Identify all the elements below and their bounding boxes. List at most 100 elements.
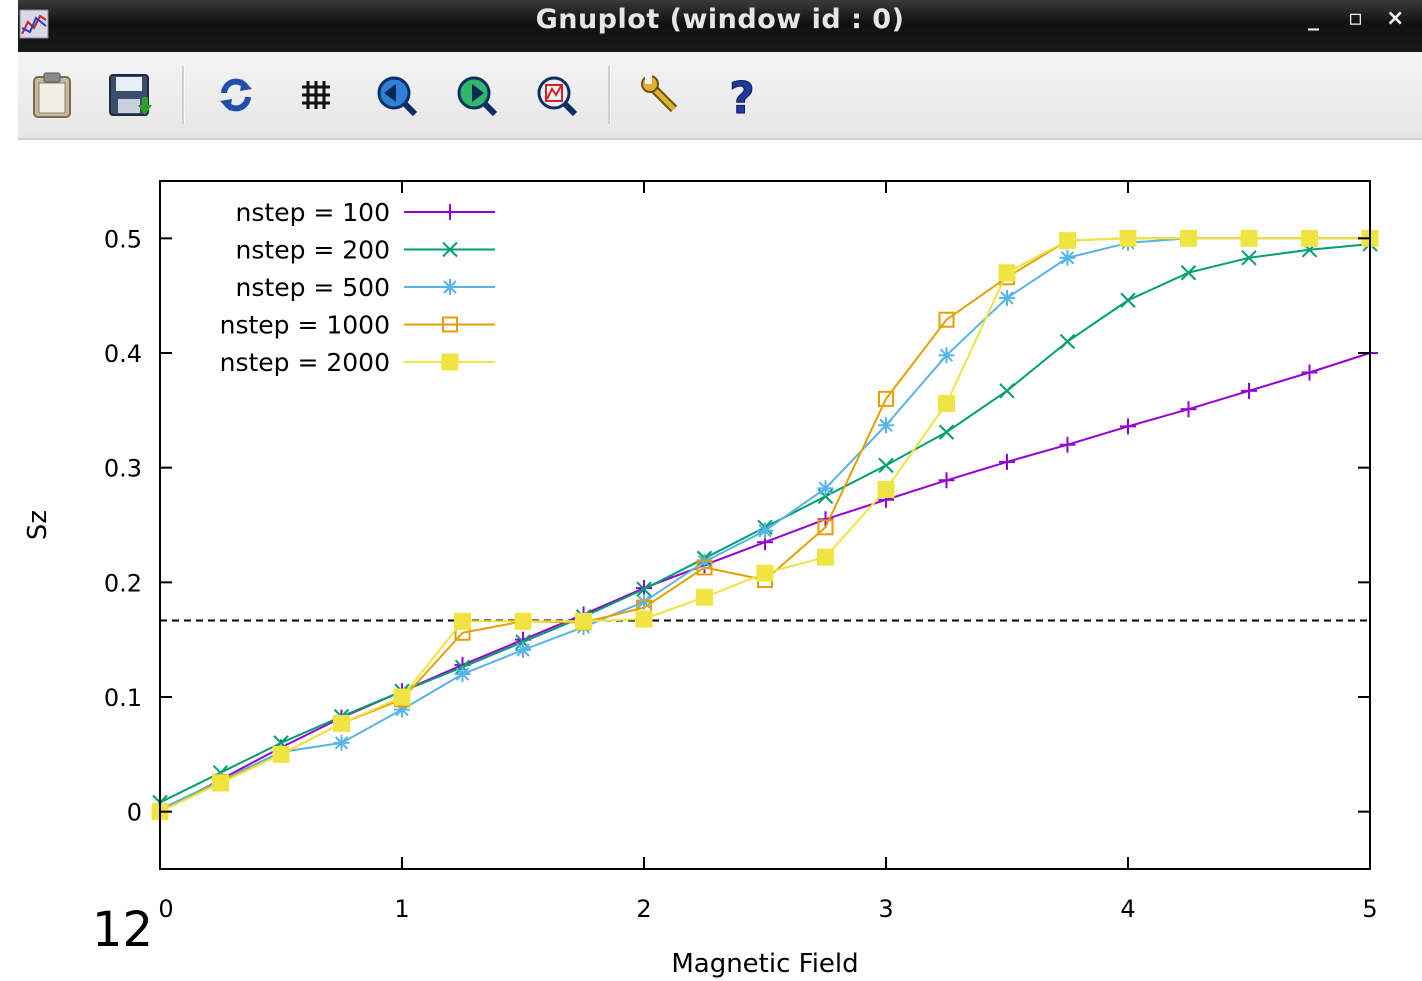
- data-point: [877, 480, 895, 498]
- autoscale-button[interactable]: [530, 69, 582, 121]
- y-tick-label: 0.2: [104, 569, 142, 597]
- close-button[interactable]: ×: [1386, 6, 1405, 31]
- legend-label: nstep = 500: [236, 273, 390, 302]
- copy-to-clipboard-button[interactable]: [26, 69, 78, 121]
- data-point: [696, 588, 713, 606]
- window-titlebar: Gnuplot (window id : 0) _ ▫ ×: [18, 0, 1422, 52]
- data-point: [635, 610, 653, 628]
- data-point: [1059, 249, 1076, 266]
- clipboard-icon: [33, 72, 71, 118]
- y-tick-label: 0.4: [104, 340, 142, 368]
- svg-text:?: ?: [729, 73, 755, 121]
- data-point: [636, 581, 652, 597]
- data-point: [575, 612, 592, 630]
- data-point: [878, 457, 894, 474]
- legend-marker: [442, 241, 458, 258]
- zoom-next-button[interactable]: [450, 69, 502, 121]
- y-tick-label: 0.5: [104, 225, 142, 253]
- data-point: [1301, 229, 1318, 247]
- zoom-previous-icon: [377, 76, 418, 117]
- maximize-button[interactable]: ▫: [1348, 6, 1363, 31]
- data-point: [938, 472, 955, 489]
- data-point: [817, 519, 834, 536]
- legend-marker: [441, 353, 459, 371]
- window-title: Gnuplot (window id : 0): [535, 4, 905, 35]
- autoscale-icon: [537, 76, 578, 117]
- data-point: [756, 564, 774, 582]
- data-point: [393, 688, 411, 706]
- data-point: [1059, 333, 1076, 350]
- x-tick-label: 2: [636, 895, 651, 923]
- minimize-button[interactable]: _: [1308, 6, 1319, 31]
- data-point: [757, 522, 773, 539]
- replot-icon: [220, 78, 252, 112]
- data-point: [1120, 292, 1136, 308]
- data-point: [1301, 364, 1318, 381]
- data-point: [333, 714, 350, 732]
- data-point: [514, 612, 532, 630]
- data-point: [938, 424, 955, 440]
- replot-button[interactable]: [210, 69, 262, 121]
- data-point: [1240, 229, 1258, 247]
- settings-wrench-icon: [641, 75, 678, 113]
- data-point: [817, 480, 834, 497]
- x-tick-label: 5: [1362, 895, 1377, 923]
- toggle-grid-button[interactable]: [290, 69, 342, 121]
- x-tick-label: 0: [158, 895, 173, 923]
- help-button[interactable]: ?: [716, 69, 768, 125]
- data-point: [1059, 232, 1076, 250]
- data-point: [212, 774, 229, 792]
- toolbar-separator: [182, 66, 185, 124]
- legend-label: nstep = 1000: [220, 311, 390, 340]
- data-point: [998, 264, 1016, 282]
- data-point: [1120, 418, 1136, 435]
- data-point: [1119, 229, 1137, 247]
- data-point: [454, 612, 471, 630]
- legend-marker: [442, 316, 458, 333]
- y-tick-label: 0.1: [104, 684, 142, 712]
- data-point: [1180, 401, 1197, 418]
- series-5: [151, 229, 1379, 821]
- data-point: [817, 548, 834, 566]
- grid-icon: [302, 81, 330, 109]
- save-icon: [109, 74, 152, 116]
- data-point: [938, 311, 955, 328]
- export-save-button[interactable]: [104, 69, 156, 121]
- x-axis-label: Magnetic Field: [671, 949, 858, 979]
- legend: nstep = 100 nstep = 200 nstep = 500 nstep =…: [220, 198, 495, 377]
- legend-label: nstep = 200: [236, 236, 390, 265]
- data-point: [1241, 250, 1257, 266]
- y-tick-label: 0: [127, 799, 142, 827]
- data-point: [272, 745, 290, 763]
- data-point: [938, 394, 955, 412]
- data-point: [696, 559, 713, 576]
- data-point: [454, 666, 471, 683]
- data-point: [515, 641, 531, 658]
- legend-label: nstep = 2000: [220, 348, 390, 377]
- toolbar: ?: [18, 52, 1422, 140]
- data-point: [1059, 436, 1076, 453]
- zoom-next-icon: [457, 76, 498, 117]
- data-point: [999, 453, 1015, 470]
- help-icon: ?: [729, 73, 756, 125]
- data-point: [878, 417, 894, 434]
- y-tick-label: 0.3: [104, 455, 142, 483]
- legend-marker: [442, 279, 458, 295]
- legend-marker: [442, 204, 458, 220]
- data-point: [938, 347, 955, 364]
- gnuplot-app-icon: [19, 9, 49, 39]
- toolbar-separator: [608, 66, 611, 124]
- plot-area: 0 1 2 3 4 500.10.20.30.40.5 nstep = 100nstep …: [23, 180, 1379, 979]
- page-number: 12: [92, 902, 154, 958]
- x-tick-label: 1: [394, 895, 409, 923]
- x-tick-label: 3: [878, 895, 893, 923]
- data-point: [817, 511, 834, 528]
- zoom-previous-button[interactable]: [370, 69, 422, 121]
- x-tick-label: 4: [1120, 895, 1135, 923]
- settings-button[interactable]: [636, 69, 688, 121]
- legend-label: nstep = 100: [236, 198, 390, 227]
- data-point: [999, 289, 1015, 306]
- data-point: [1241, 382, 1257, 399]
- data-point: [999, 383, 1015, 399]
- data-point: [333, 734, 350, 751]
